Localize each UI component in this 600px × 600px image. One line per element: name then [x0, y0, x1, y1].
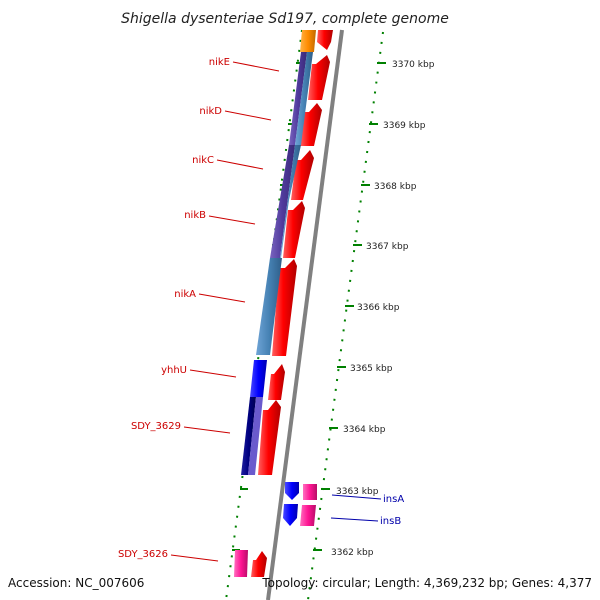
insB-block[interactable]	[300, 505, 316, 526]
kbp-label: 3368 kbp	[374, 182, 417, 192]
gene-label: nikB	[184, 210, 206, 221]
genome-backbone	[266, 29, 344, 600]
gene-label: nikE	[209, 57, 230, 68]
cds-arrow[interactable]	[317, 30, 333, 50]
leader-line	[208, 215, 256, 225]
gene-block-steelblue[interactable]	[256, 258, 282, 355]
insA-arrow[interactable]	[285, 482, 299, 500]
cds-arrow[interactable]	[258, 400, 281, 475]
gene-block-purple[interactable]	[270, 145, 295, 258]
cds-arrow[interactable]	[268, 364, 285, 400]
leader-line	[232, 61, 280, 72]
insB-arrow[interactable]	[283, 504, 298, 526]
cds-track	[251, 30, 333, 577]
cds-arrow[interactable]	[283, 201, 305, 258]
leader-line	[224, 110, 272, 121]
gene-block-pink[interactable]	[234, 550, 248, 577]
leader-line	[331, 494, 382, 500]
leader-line	[330, 517, 379, 522]
cds-arrow[interactable]	[300, 103, 322, 146]
topology-text: Topology: circular; Length: 4,369,232 bp…	[261, 576, 592, 590]
kbp-label: 3363 kbp	[336, 487, 379, 497]
leader-line	[198, 293, 246, 303]
gene-label: insB	[380, 516, 401, 527]
gene-label: SDY_3629	[131, 421, 181, 432]
gene-block-steelblue[interactable]	[295, 52, 313, 145]
gene-label: insA	[383, 494, 404, 505]
gene-block-blue[interactable]	[250, 360, 267, 397]
kbp-scale: 3370 kbp 3369 kbp 3368 kbp 3367 kbp 3366…	[331, 60, 435, 558]
cds-arrow[interactable]	[308, 55, 330, 100]
kbp-label: 3364 kbp	[343, 425, 386, 435]
gene-label: nikA	[174, 289, 196, 300]
kbp-label: 3367 kbp	[366, 242, 409, 252]
leader-line	[170, 554, 219, 562]
kbp-label: 3366 kbp	[357, 303, 400, 313]
gene-label: yhhU	[161, 365, 187, 376]
kbp-label: 3369 kbp	[383, 121, 426, 131]
kbp-label: 3370 kbp	[392, 60, 435, 70]
accession-text: Accession: NC_007606	[8, 576, 144, 590]
leader-line	[183, 426, 231, 434]
kbp-label: 3362 kbp	[331, 548, 374, 558]
leader-line	[189, 369, 237, 378]
gene-label: nikD	[199, 106, 222, 117]
map-title: Shigella dysenteriae Sd197, complete gen…	[121, 11, 449, 27]
gene-label: SDY_3626	[118, 549, 168, 560]
cds-arrow[interactable]	[251, 551, 267, 577]
gene-label: nikC	[192, 155, 214, 166]
gene-block-purple[interactable]	[289, 52, 307, 145]
leader-line	[216, 159, 264, 170]
gene-block-slate[interactable]	[248, 397, 263, 475]
gene-block-navy[interactable]	[241, 397, 256, 475]
gene-labels-left: nikE nikD nikC nikB nikA yhhU SDY_3629 S…	[118, 57, 280, 562]
gene-block-orange[interactable]	[300, 30, 316, 52]
insA-block[interactable]	[303, 484, 317, 500]
gene-block-steelblue[interactable]	[280, 145, 301, 258]
gene-labels-right: insA insB	[330, 494, 404, 527]
kbp-label: 3365 kbp	[350, 364, 393, 374]
